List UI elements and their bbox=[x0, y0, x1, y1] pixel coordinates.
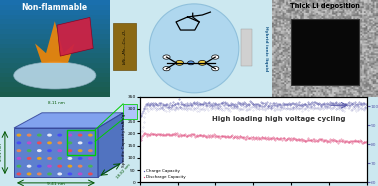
Circle shape bbox=[17, 149, 21, 152]
Circle shape bbox=[27, 157, 31, 160]
Circle shape bbox=[47, 157, 52, 160]
Circle shape bbox=[78, 172, 82, 175]
Circle shape bbox=[212, 55, 219, 59]
FancyBboxPatch shape bbox=[0, 29, 110, 34]
FancyBboxPatch shape bbox=[0, 44, 110, 48]
Circle shape bbox=[27, 134, 31, 137]
Circle shape bbox=[57, 157, 62, 160]
Polygon shape bbox=[14, 113, 123, 128]
Circle shape bbox=[187, 61, 194, 65]
Legend: Charge Capacity, Discharge Capacity: Charge Capacity, Discharge Capacity bbox=[142, 169, 187, 180]
FancyBboxPatch shape bbox=[0, 19, 110, 24]
FancyBboxPatch shape bbox=[0, 63, 110, 68]
Circle shape bbox=[68, 141, 72, 144]
Circle shape bbox=[68, 165, 72, 168]
FancyBboxPatch shape bbox=[0, 15, 110, 19]
Circle shape bbox=[212, 67, 219, 71]
Circle shape bbox=[78, 141, 82, 144]
Polygon shape bbox=[57, 17, 93, 56]
Circle shape bbox=[68, 157, 72, 160]
Circle shape bbox=[47, 165, 52, 168]
Circle shape bbox=[57, 172, 62, 175]
Circle shape bbox=[88, 141, 93, 144]
Circle shape bbox=[78, 134, 82, 137]
Circle shape bbox=[37, 141, 42, 144]
FancyBboxPatch shape bbox=[0, 73, 110, 77]
Ellipse shape bbox=[14, 62, 96, 89]
Circle shape bbox=[78, 149, 82, 152]
FancyBboxPatch shape bbox=[0, 48, 110, 53]
FancyBboxPatch shape bbox=[0, 34, 110, 39]
Circle shape bbox=[163, 55, 170, 59]
Circle shape bbox=[175, 60, 184, 65]
Circle shape bbox=[27, 172, 31, 175]
FancyBboxPatch shape bbox=[0, 82, 110, 87]
Circle shape bbox=[47, 149, 52, 152]
Circle shape bbox=[37, 149, 42, 152]
Text: 4.21 nm: 4.21 nm bbox=[0, 144, 3, 161]
Circle shape bbox=[17, 172, 21, 175]
Text: 9.41 nm: 9.41 nm bbox=[47, 182, 65, 186]
FancyBboxPatch shape bbox=[0, 68, 110, 73]
FancyBboxPatch shape bbox=[0, 10, 110, 15]
Text: Hybrid ionic liquid: Hybrid ionic liquid bbox=[264, 26, 268, 71]
Circle shape bbox=[37, 157, 42, 160]
Circle shape bbox=[88, 157, 93, 160]
Circle shape bbox=[47, 134, 52, 137]
Circle shape bbox=[68, 149, 72, 152]
Circle shape bbox=[78, 157, 82, 160]
FancyBboxPatch shape bbox=[0, 77, 110, 82]
Polygon shape bbox=[14, 128, 98, 177]
FancyBboxPatch shape bbox=[0, 39, 110, 44]
Circle shape bbox=[17, 157, 21, 160]
Circle shape bbox=[17, 134, 21, 137]
FancyBboxPatch shape bbox=[113, 23, 136, 70]
Text: High loading high voltage cycling: High loading high voltage cycling bbox=[212, 116, 346, 122]
Circle shape bbox=[27, 149, 31, 152]
Circle shape bbox=[37, 165, 42, 168]
Circle shape bbox=[68, 172, 72, 175]
FancyBboxPatch shape bbox=[291, 19, 359, 85]
Circle shape bbox=[57, 134, 62, 137]
Circle shape bbox=[27, 141, 31, 144]
Text: 8.11 nm: 8.11 nm bbox=[48, 101, 64, 105]
FancyBboxPatch shape bbox=[0, 0, 110, 5]
FancyBboxPatch shape bbox=[123, 104, 137, 119]
Circle shape bbox=[27, 165, 31, 168]
Circle shape bbox=[88, 149, 93, 152]
Circle shape bbox=[47, 141, 52, 144]
Circle shape bbox=[88, 165, 93, 168]
Text: Non-flammable: Non-flammable bbox=[22, 3, 88, 12]
Text: Thick Li deposition: Thick Li deposition bbox=[290, 3, 360, 9]
FancyBboxPatch shape bbox=[0, 58, 110, 63]
Circle shape bbox=[88, 172, 93, 175]
Circle shape bbox=[68, 134, 72, 137]
Text: LiNi₀.₈Mn₀.₁Co₀.₁O₂: LiNi₀.₈Mn₀.₁Co₀.₁O₂ bbox=[122, 29, 127, 64]
Ellipse shape bbox=[149, 4, 239, 93]
FancyBboxPatch shape bbox=[241, 29, 252, 66]
FancyBboxPatch shape bbox=[0, 92, 110, 97]
Y-axis label: Specific Capacity(mAh/g): Specific Capacity(mAh/g) bbox=[122, 112, 126, 167]
FancyBboxPatch shape bbox=[0, 53, 110, 58]
FancyBboxPatch shape bbox=[0, 24, 110, 29]
Polygon shape bbox=[35, 21, 74, 63]
Circle shape bbox=[57, 149, 62, 152]
Text: 18.82 nm: 18.82 nm bbox=[115, 163, 131, 180]
FancyBboxPatch shape bbox=[0, 87, 110, 92]
Circle shape bbox=[17, 165, 21, 168]
Circle shape bbox=[47, 172, 52, 175]
Circle shape bbox=[57, 165, 62, 168]
Circle shape bbox=[88, 134, 93, 137]
Circle shape bbox=[163, 67, 170, 71]
Circle shape bbox=[17, 141, 21, 144]
Circle shape bbox=[78, 165, 82, 168]
Circle shape bbox=[37, 172, 42, 175]
Circle shape bbox=[57, 141, 62, 144]
Polygon shape bbox=[98, 113, 123, 177]
Circle shape bbox=[198, 60, 206, 65]
Circle shape bbox=[37, 134, 42, 137]
FancyBboxPatch shape bbox=[0, 5, 110, 10]
